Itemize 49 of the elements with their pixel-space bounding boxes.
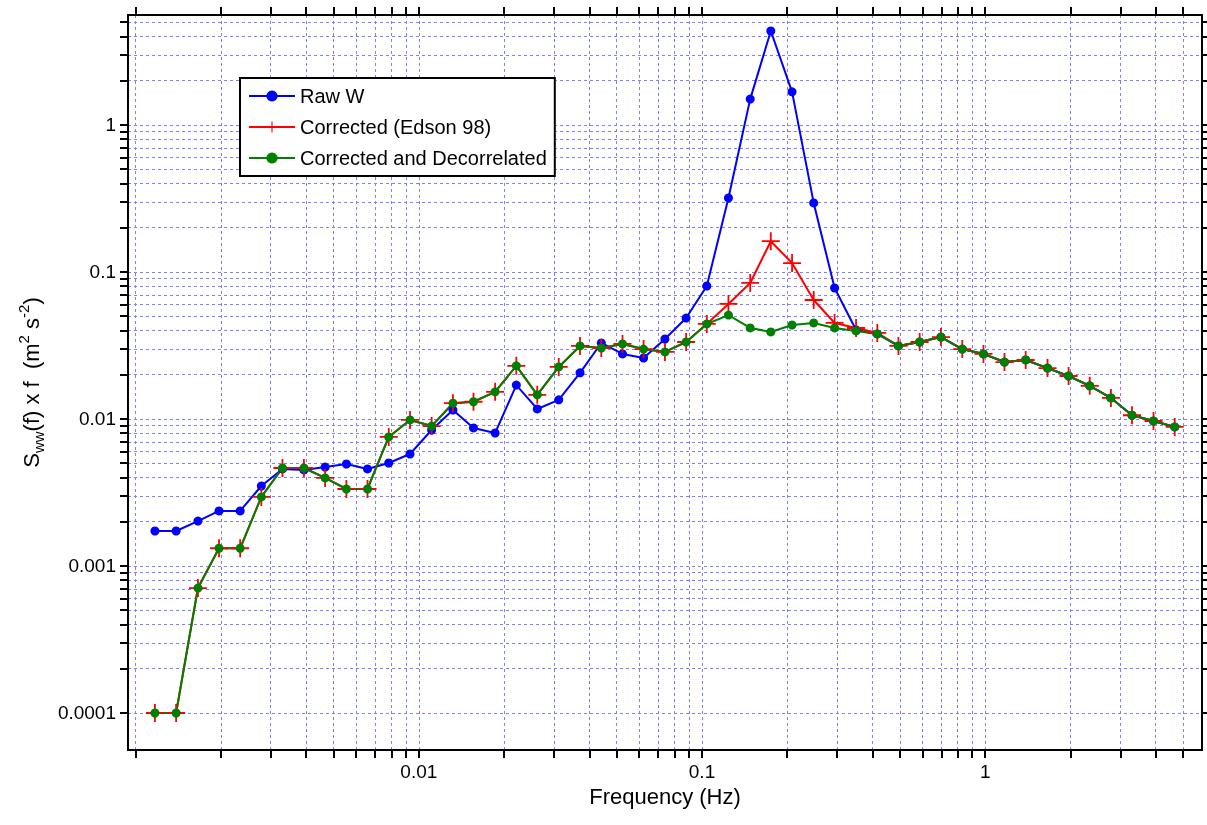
point [405,449,415,459]
point [150,526,160,536]
point [766,327,776,337]
point [320,462,330,472]
x-tick-label: 0.1 [688,761,716,782]
y-tick-label: 0.1 [89,261,116,283]
point [741,273,760,292]
y-tick-label: 0.0001 [57,702,116,724]
point [618,349,627,359]
point [341,459,351,469]
point [830,323,840,333]
point [469,423,478,433]
y-tick-label: 1 [105,114,116,136]
point [384,458,394,468]
legend-label: Corrected and Decorrelated [300,147,547,169]
legend-label: Corrected (Edson 98) [300,116,492,138]
point [745,94,755,104]
point [809,198,819,208]
point [809,318,819,328]
point [761,232,780,251]
point [783,254,802,273]
y-tick-label: 0.001 [68,555,116,577]
point [490,428,500,438]
y-tick-label: 0.01 [79,408,116,430]
point [702,281,712,291]
x-tick-label: 0.01 [400,761,438,782]
point [830,283,840,293]
point [723,193,733,203]
point [804,290,823,309]
point [171,526,181,536]
point [723,310,733,320]
point [511,380,521,390]
legend-label: Raw W [300,85,365,107]
point [745,323,755,333]
point [214,506,224,516]
point [660,334,670,344]
x-tick-label: 1 [979,761,991,782]
point [363,464,373,474]
point [787,320,797,330]
y-axis-title: Sww(f) x f (m2 s-2) [15,297,47,468]
x-axis-title: Frequency (Hz) [589,784,741,810]
point [193,516,203,526]
point [532,404,542,414]
point [554,395,564,405]
point [681,313,691,323]
point [766,26,776,36]
point [575,368,585,378]
point [787,87,797,97]
point [235,506,245,516]
